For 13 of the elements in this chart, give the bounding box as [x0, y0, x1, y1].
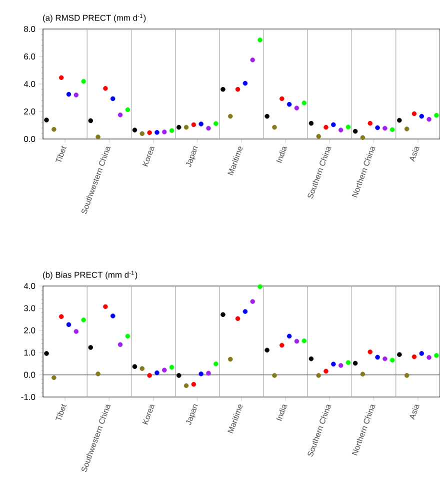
y-tick-label: 3.0: [24, 305, 36, 312]
y-tick-label: 0.0: [24, 136, 36, 142]
y-tick-label: 2.0: [24, 327, 36, 334]
y-tick-label: -1.0: [21, 394, 36, 400]
y-tick-label: 0.0: [24, 372, 36, 378]
y-tick-label: 4.0: [24, 81, 36, 87]
y-tick-label: 4.0: [24, 283, 36, 289]
chart-title: (a) RMSD PRECT (mm d$^{-1}$): [43, 14, 146, 23]
y-tick-label: 6.0: [24, 54, 36, 60]
y-tick-label: 1.0: [24, 350, 36, 356]
y-tick-label: 8.0: [24, 26, 36, 32]
chart-title: (b) Bias PRECT (mm d$^{-1}$): [43, 270, 138, 280]
y-tick-label: 2.0: [24, 108, 36, 114]
